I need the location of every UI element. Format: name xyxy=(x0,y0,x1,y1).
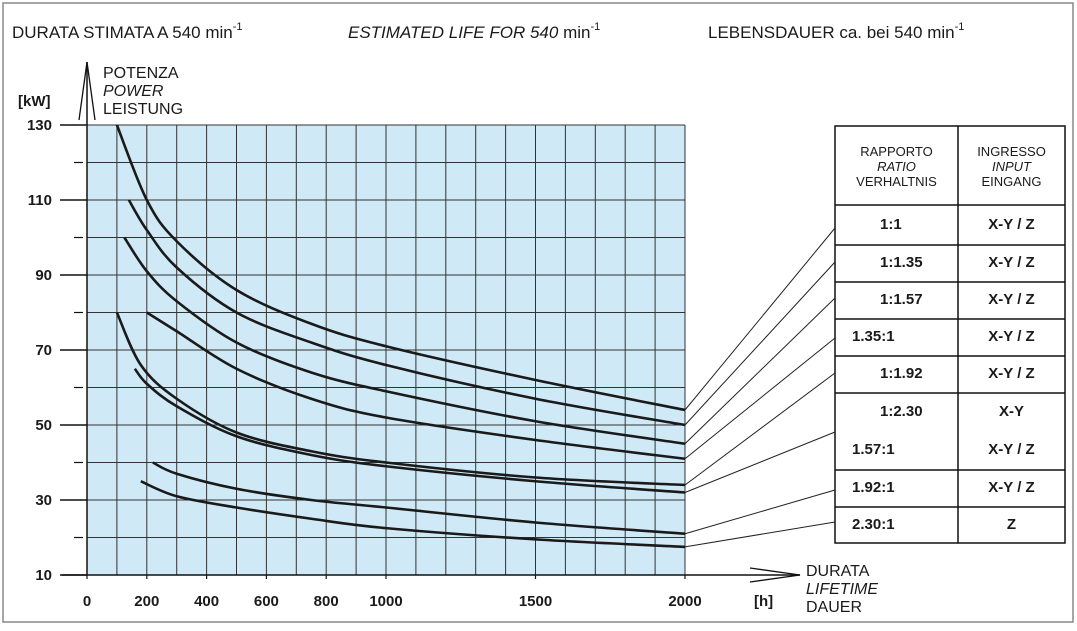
table-border xyxy=(834,125,1066,544)
leader-line xyxy=(684,431,836,493)
leader-line xyxy=(684,261,836,426)
x-tick-label: 200 xyxy=(134,593,159,610)
title-text: LEBENSDAUER ca. bei 540 min xyxy=(708,23,955,42)
leader-line xyxy=(684,521,836,548)
title-de: LEBENSDAUER ca. bei 540 min-1 xyxy=(708,21,964,42)
table-ratio: 1.57:1 xyxy=(852,441,895,458)
table-input: X-Y / Z xyxy=(988,216,1034,233)
table-input: X-Y / Z xyxy=(988,365,1034,382)
leader-line xyxy=(684,297,836,445)
title-italic: ESTIMATED LIFE FOR 540 xyxy=(348,23,559,42)
power-curve xyxy=(123,236,686,446)
title-text: min xyxy=(558,23,590,42)
x-label: DURATA xyxy=(806,563,870,580)
power-curve xyxy=(140,480,686,549)
table-input: X-Y xyxy=(999,403,1024,420)
x-unit: [h] xyxy=(754,593,773,610)
x-tick-label: 800 xyxy=(314,593,339,610)
y-unit: [kW] xyxy=(18,93,51,110)
power-curve xyxy=(115,124,686,412)
leader-line xyxy=(684,372,836,486)
y-label: POWER xyxy=(103,83,164,100)
y-label: POTENZA xyxy=(103,65,179,82)
x-label: DAUER xyxy=(806,599,862,616)
x-tick-label: 600 xyxy=(254,593,279,610)
y-tick-label: 70 xyxy=(35,342,52,359)
x-tick-label: 1500 xyxy=(519,593,552,610)
y-tick-label: 10 xyxy=(35,567,52,584)
table-input: X-Y / Z xyxy=(988,479,1034,496)
leader-line xyxy=(684,489,836,535)
power-curve xyxy=(133,367,686,494)
table-input: X-Y / Z xyxy=(988,254,1034,271)
table-header: INPUT xyxy=(992,159,1032,174)
table-header: EINGANG xyxy=(982,174,1042,189)
title-sup: -1 xyxy=(233,21,243,33)
y-tick-label: 130 xyxy=(27,117,52,134)
table-ratio: 2.30:1 xyxy=(852,516,895,533)
x-tick-label: 1000 xyxy=(369,593,402,610)
y-tick-label: 110 xyxy=(28,192,52,209)
table-input: X-Y / Z xyxy=(988,328,1034,345)
table-ratio: 1:1.92 xyxy=(880,365,923,382)
leader-line xyxy=(684,337,836,460)
power-curve xyxy=(115,311,686,487)
y-tick-label: 30 xyxy=(35,492,52,509)
title-sup: -1 xyxy=(590,21,600,33)
frame xyxy=(2,2,1074,623)
x-arrow xyxy=(749,567,801,583)
table-input: X-Y / Z xyxy=(988,441,1034,458)
table-ratio: 1.35:1 xyxy=(852,328,895,345)
table-ratio: 1:1.57 xyxy=(880,291,923,308)
y-arrow xyxy=(78,61,96,121)
y-label: LEISTUNG xyxy=(103,101,183,118)
y-tick-label: 50 xyxy=(35,417,52,434)
table-header: RATIO xyxy=(877,159,916,174)
power-curve xyxy=(127,199,686,427)
table-input: Z xyxy=(1007,516,1016,533)
title-it: DURATA STIMATA A 540 min-1 xyxy=(12,21,243,42)
title-sup: -1 xyxy=(955,21,965,33)
table-input: X-Y / Z xyxy=(988,291,1034,308)
table-ratio: 1:1.35 xyxy=(880,254,923,271)
table-ratio: 1:1 xyxy=(880,216,902,233)
power-curve xyxy=(152,461,686,536)
table-header: VERHALTNIS xyxy=(856,174,937,189)
y-tick-label: 90 xyxy=(35,267,52,284)
table-header: INGRESSO xyxy=(977,144,1046,159)
leader-line xyxy=(684,227,836,411)
x-tick-label: 2000 xyxy=(668,593,701,610)
x-tick-label: 400 xyxy=(194,593,219,610)
power-curve xyxy=(146,311,686,461)
x-tick-label: 0 xyxy=(83,593,91,610)
table-header: RAPPORTO xyxy=(860,144,932,159)
table-ratio: 1:2.30 xyxy=(880,403,923,420)
table-ratio: 1.92:1 xyxy=(852,479,895,496)
title-text: DURATA STIMATA A 540 min xyxy=(12,23,233,42)
title-en: ESTIMATED LIFE FOR 540 min-1 xyxy=(348,21,600,42)
x-label: LIFETIME xyxy=(806,581,878,598)
